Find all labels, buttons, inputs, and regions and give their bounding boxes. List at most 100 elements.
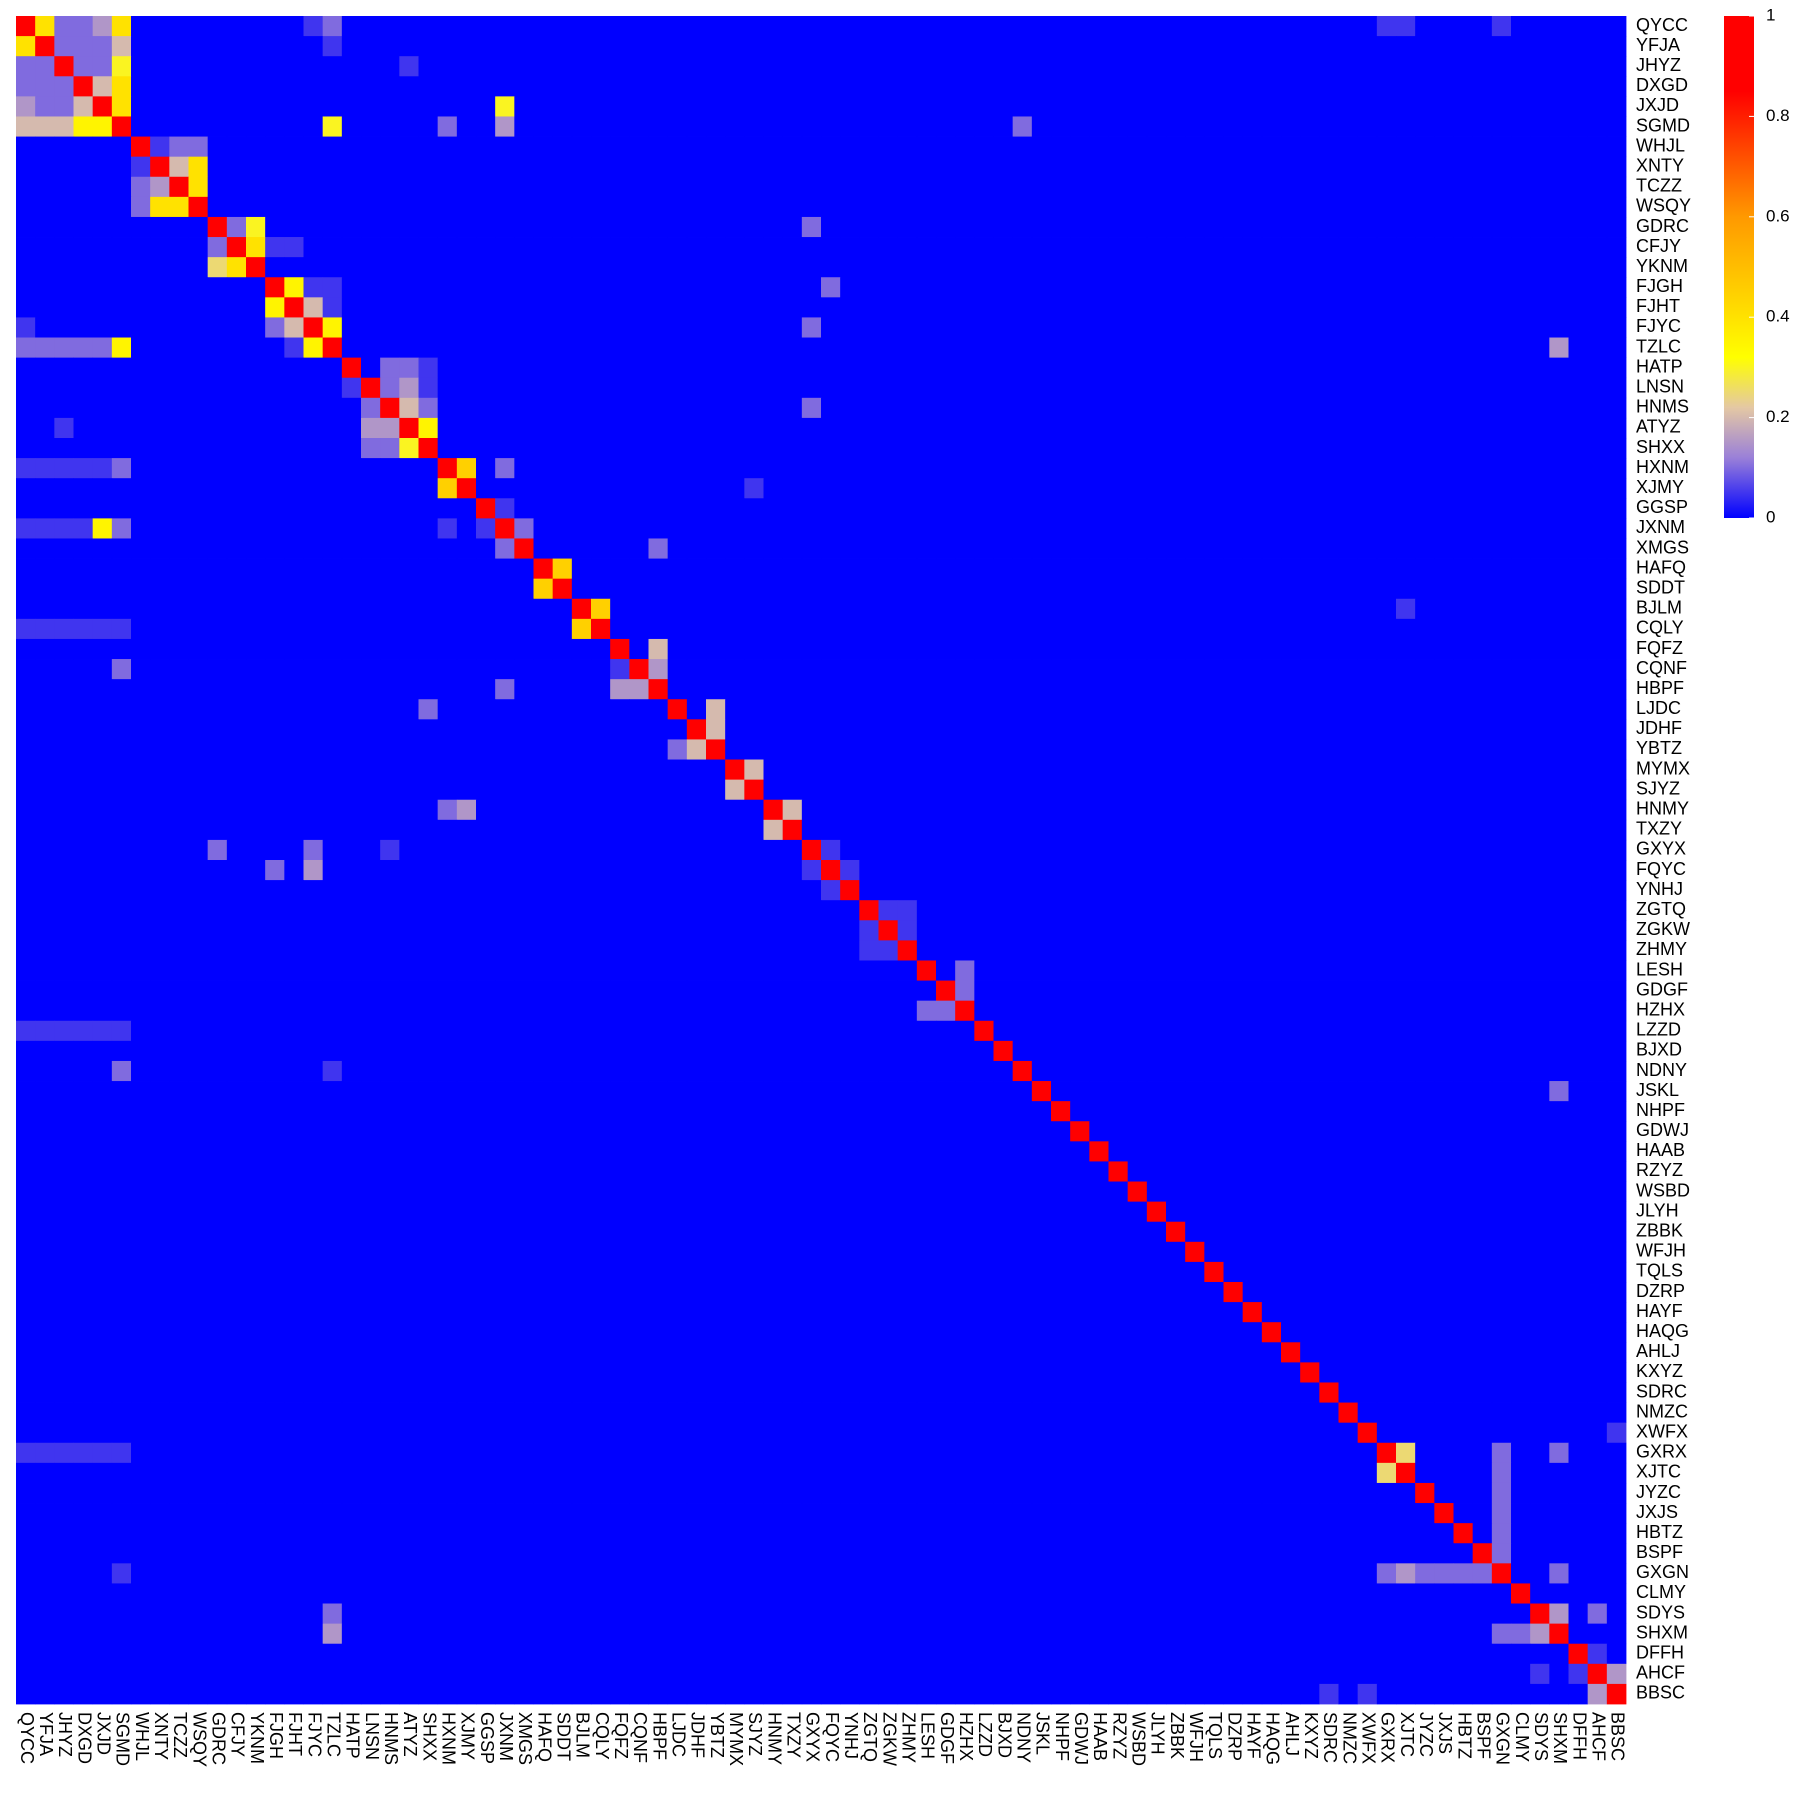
cell bbox=[993, 618, 1014, 640]
cell bbox=[35, 739, 55, 760]
cell bbox=[859, 819, 879, 841]
cell bbox=[667, 478, 688, 499]
cell bbox=[1357, 779, 1378, 801]
cell bbox=[591, 960, 611, 981]
cell bbox=[380, 839, 400, 861]
cell bbox=[284, 377, 304, 399]
cell bbox=[782, 719, 803, 740]
cell bbox=[571, 860, 592, 881]
cell bbox=[1089, 699, 1109, 720]
cell bbox=[495, 638, 515, 660]
cell bbox=[1261, 578, 1282, 600]
cell bbox=[111, 1181, 132, 1203]
cell bbox=[1281, 76, 1301, 97]
cell bbox=[265, 1020, 285, 1042]
cell bbox=[744, 860, 764, 881]
cell bbox=[495, 1121, 515, 1142]
cell bbox=[1549, 277, 1569, 298]
cell bbox=[303, 397, 324, 419]
cell bbox=[1242, 257, 1263, 278]
cell bbox=[207, 76, 228, 97]
cell bbox=[821, 719, 841, 740]
cell bbox=[1261, 36, 1282, 57]
cell bbox=[54, 940, 74, 961]
cell bbox=[974, 297, 994, 318]
cell bbox=[1415, 96, 1435, 117]
cell bbox=[54, 96, 74, 117]
cell bbox=[92, 1161, 113, 1182]
cell bbox=[380, 860, 400, 881]
cell bbox=[380, 1121, 400, 1142]
cell bbox=[456, 116, 477, 137]
cell bbox=[1223, 417, 1244, 439]
cell bbox=[73, 1000, 94, 1022]
cell bbox=[1530, 659, 1550, 680]
cell bbox=[782, 679, 803, 700]
cell bbox=[955, 1020, 975, 1042]
cell bbox=[399, 397, 419, 419]
cell bbox=[284, 478, 304, 499]
cell bbox=[1568, 900, 1589, 921]
cell bbox=[1530, 96, 1550, 117]
cell bbox=[437, 297, 458, 318]
cell bbox=[648, 498, 669, 519]
cell bbox=[993, 76, 1014, 97]
cell bbox=[495, 36, 515, 57]
cell bbox=[265, 176, 285, 198]
cell bbox=[1300, 719, 1320, 740]
cell bbox=[1070, 558, 1090, 580]
cell bbox=[131, 357, 151, 379]
cell bbox=[131, 900, 151, 921]
cell bbox=[1185, 277, 1205, 298]
cell bbox=[1568, 980, 1589, 1002]
cell bbox=[303, 819, 324, 841]
cell bbox=[303, 1161, 324, 1182]
cell bbox=[1511, 317, 1531, 338]
cell bbox=[763, 76, 784, 97]
cell bbox=[1070, 618, 1090, 640]
cell bbox=[1491, 659, 1512, 680]
cell bbox=[1031, 297, 1052, 318]
cell bbox=[1261, 1060, 1282, 1082]
cell bbox=[188, 880, 209, 901]
cell bbox=[1089, 960, 1109, 981]
cell bbox=[1281, 136, 1301, 158]
cell bbox=[399, 1000, 419, 1022]
cell bbox=[131, 960, 151, 981]
cell bbox=[1031, 900, 1052, 921]
cell bbox=[361, 1161, 381, 1182]
cell bbox=[54, 1161, 74, 1182]
cell bbox=[380, 96, 400, 117]
cell bbox=[610, 116, 630, 137]
cell bbox=[1396, 799, 1416, 821]
cell bbox=[936, 1040, 956, 1062]
cell bbox=[1166, 216, 1186, 238]
cell bbox=[456, 1161, 477, 1182]
cell bbox=[1166, 156, 1186, 178]
cell bbox=[667, 598, 688, 620]
cell bbox=[1338, 1121, 1359, 1142]
cell bbox=[610, 699, 630, 720]
cell bbox=[1357, 417, 1378, 439]
cell bbox=[476, 839, 496, 861]
cell bbox=[437, 216, 458, 238]
cell bbox=[1606, 1161, 1627, 1182]
cell bbox=[207, 337, 228, 359]
cell bbox=[341, 478, 362, 499]
cell bbox=[936, 176, 956, 198]
cell bbox=[993, 659, 1014, 680]
cell bbox=[1549, 257, 1569, 278]
cell bbox=[92, 940, 113, 961]
cell bbox=[878, 337, 899, 359]
cell bbox=[226, 1000, 247, 1022]
cell bbox=[1223, 337, 1244, 359]
cell bbox=[456, 920, 477, 941]
cell bbox=[456, 257, 477, 278]
cell bbox=[456, 779, 477, 801]
cell bbox=[1568, 377, 1589, 399]
cell bbox=[1511, 638, 1531, 660]
cell bbox=[974, 1020, 994, 1042]
cell bbox=[1108, 498, 1129, 519]
cell bbox=[188, 598, 209, 620]
cell bbox=[1396, 56, 1416, 77]
